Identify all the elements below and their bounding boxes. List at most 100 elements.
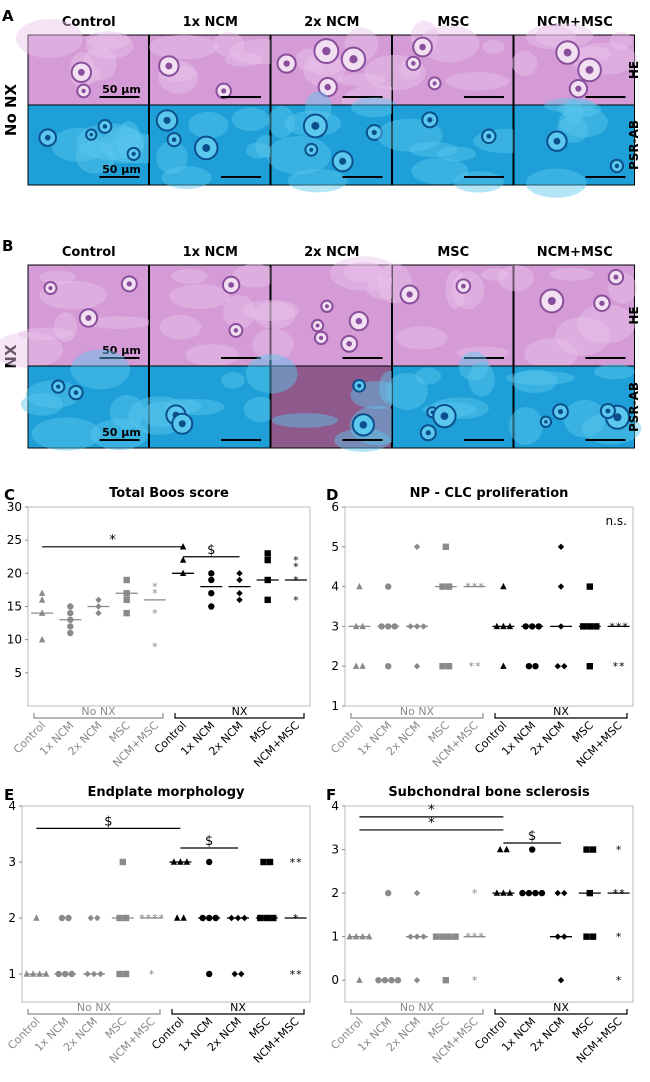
significance-symbol: $ xyxy=(205,834,213,849)
cell-nucleus xyxy=(221,88,227,94)
data-point-diamond xyxy=(413,663,421,670)
cell-nucleus xyxy=(613,274,619,280)
data-point-diamond xyxy=(420,623,427,630)
cell-nucleus xyxy=(163,116,171,124)
stain-label: HE xyxy=(627,306,641,324)
scale-bar-label: 50 µm xyxy=(102,163,141,176)
data-point-diamond xyxy=(554,889,561,897)
data-point-circle xyxy=(67,609,74,617)
data-point-circle xyxy=(375,977,382,984)
data-point-star: * xyxy=(472,887,478,900)
data-point-diamond xyxy=(84,970,91,978)
data-point-circle xyxy=(532,663,539,670)
data-point-triangle xyxy=(170,858,178,865)
data-point-diamond xyxy=(231,970,238,978)
tissue-texture xyxy=(287,168,348,193)
cell-nucleus xyxy=(315,323,320,328)
data-point-circle xyxy=(208,590,215,597)
y-tick-label: 5 xyxy=(14,666,22,680)
tissue-texture xyxy=(242,300,300,321)
data-point-triangle xyxy=(506,889,514,896)
data-point-circle xyxy=(529,846,536,853)
data-point-square xyxy=(266,858,274,866)
significance-symbol: $ xyxy=(104,814,112,829)
micrograph-he xyxy=(148,32,295,106)
tissue-texture xyxy=(458,351,489,381)
data-point-star: * xyxy=(478,931,484,944)
data-point-circle xyxy=(532,889,539,897)
plot-area xyxy=(344,506,634,707)
y-tick-label: 1 xyxy=(331,699,339,713)
data-point-diamond xyxy=(94,914,101,922)
cell-nucleus xyxy=(85,314,92,322)
cell-nucleus xyxy=(89,132,94,137)
column-label: 1x NCM xyxy=(183,15,238,30)
tissue-texture xyxy=(436,146,477,162)
data-point-circle xyxy=(385,889,392,897)
data-point-circle xyxy=(381,977,389,984)
data-point-square xyxy=(257,914,264,922)
tissue-texture xyxy=(161,166,212,190)
tissue-texture xyxy=(481,268,509,281)
micrograph-ab: 50 µm xyxy=(20,349,149,451)
data-point-circle xyxy=(394,977,402,984)
data-point-star: * xyxy=(290,856,296,869)
data-point-square xyxy=(122,970,130,978)
cell-nucleus xyxy=(324,304,329,309)
cell-nucleus xyxy=(322,46,331,56)
micrograph-background xyxy=(270,365,392,449)
data-point-diamond xyxy=(413,543,421,550)
data-point-circle xyxy=(535,623,542,630)
tissue-texture xyxy=(266,135,332,175)
data-point-diamond xyxy=(557,623,565,630)
column-label: NCM+MSC xyxy=(537,245,613,260)
group-bracket xyxy=(350,713,484,719)
cell-nucleus xyxy=(48,285,53,291)
group-label: No NX xyxy=(77,1001,112,1014)
micrograph-background xyxy=(270,264,392,367)
cell-nucleus xyxy=(171,137,177,142)
cell-nucleus xyxy=(544,419,548,424)
tissue-texture xyxy=(90,418,148,451)
plot-area xyxy=(21,805,311,1003)
data-point-diamond xyxy=(95,609,102,617)
data-point-star: * xyxy=(293,574,299,587)
significance-symbol: $ xyxy=(528,829,536,844)
tissue-texture xyxy=(252,328,294,361)
y-tick-label: 4 xyxy=(331,580,339,594)
cell-nucleus xyxy=(126,281,132,287)
data-point-triangle xyxy=(33,914,40,921)
cell-nucleus xyxy=(605,408,611,414)
cell-nucleus xyxy=(131,151,136,157)
tissue-texture xyxy=(70,349,130,390)
data-point-square xyxy=(119,858,126,866)
data-point-square xyxy=(263,914,270,922)
data-point-square xyxy=(122,914,130,922)
group-label: No NX xyxy=(2,83,20,136)
column-label: MSC xyxy=(437,245,469,260)
data-point-star: * xyxy=(290,968,296,981)
tissue-texture xyxy=(411,157,469,185)
micrograph-ab xyxy=(513,97,635,198)
cell-nucleus xyxy=(547,296,556,305)
data-point-circle xyxy=(61,970,69,978)
data-point-star: * xyxy=(296,856,302,869)
tissue-texture xyxy=(268,105,295,138)
group-bracket xyxy=(494,713,628,719)
data-point-diamond xyxy=(234,914,242,922)
data-point-square xyxy=(432,933,440,940)
tissue-texture xyxy=(544,97,596,113)
tissue-texture xyxy=(243,396,277,423)
data-point-triangle xyxy=(506,622,514,630)
micrograph-he xyxy=(511,23,638,106)
cell-nucleus xyxy=(355,317,363,325)
micrograph-he xyxy=(270,27,409,121)
data-point-diamond xyxy=(87,914,94,922)
tissue-texture xyxy=(497,265,534,292)
micrograph-ab xyxy=(149,104,277,190)
data-point-diamond xyxy=(95,603,102,610)
data-point-triangle xyxy=(356,582,363,590)
data-point-star: * xyxy=(152,587,158,600)
cell-nucleus xyxy=(575,85,582,92)
